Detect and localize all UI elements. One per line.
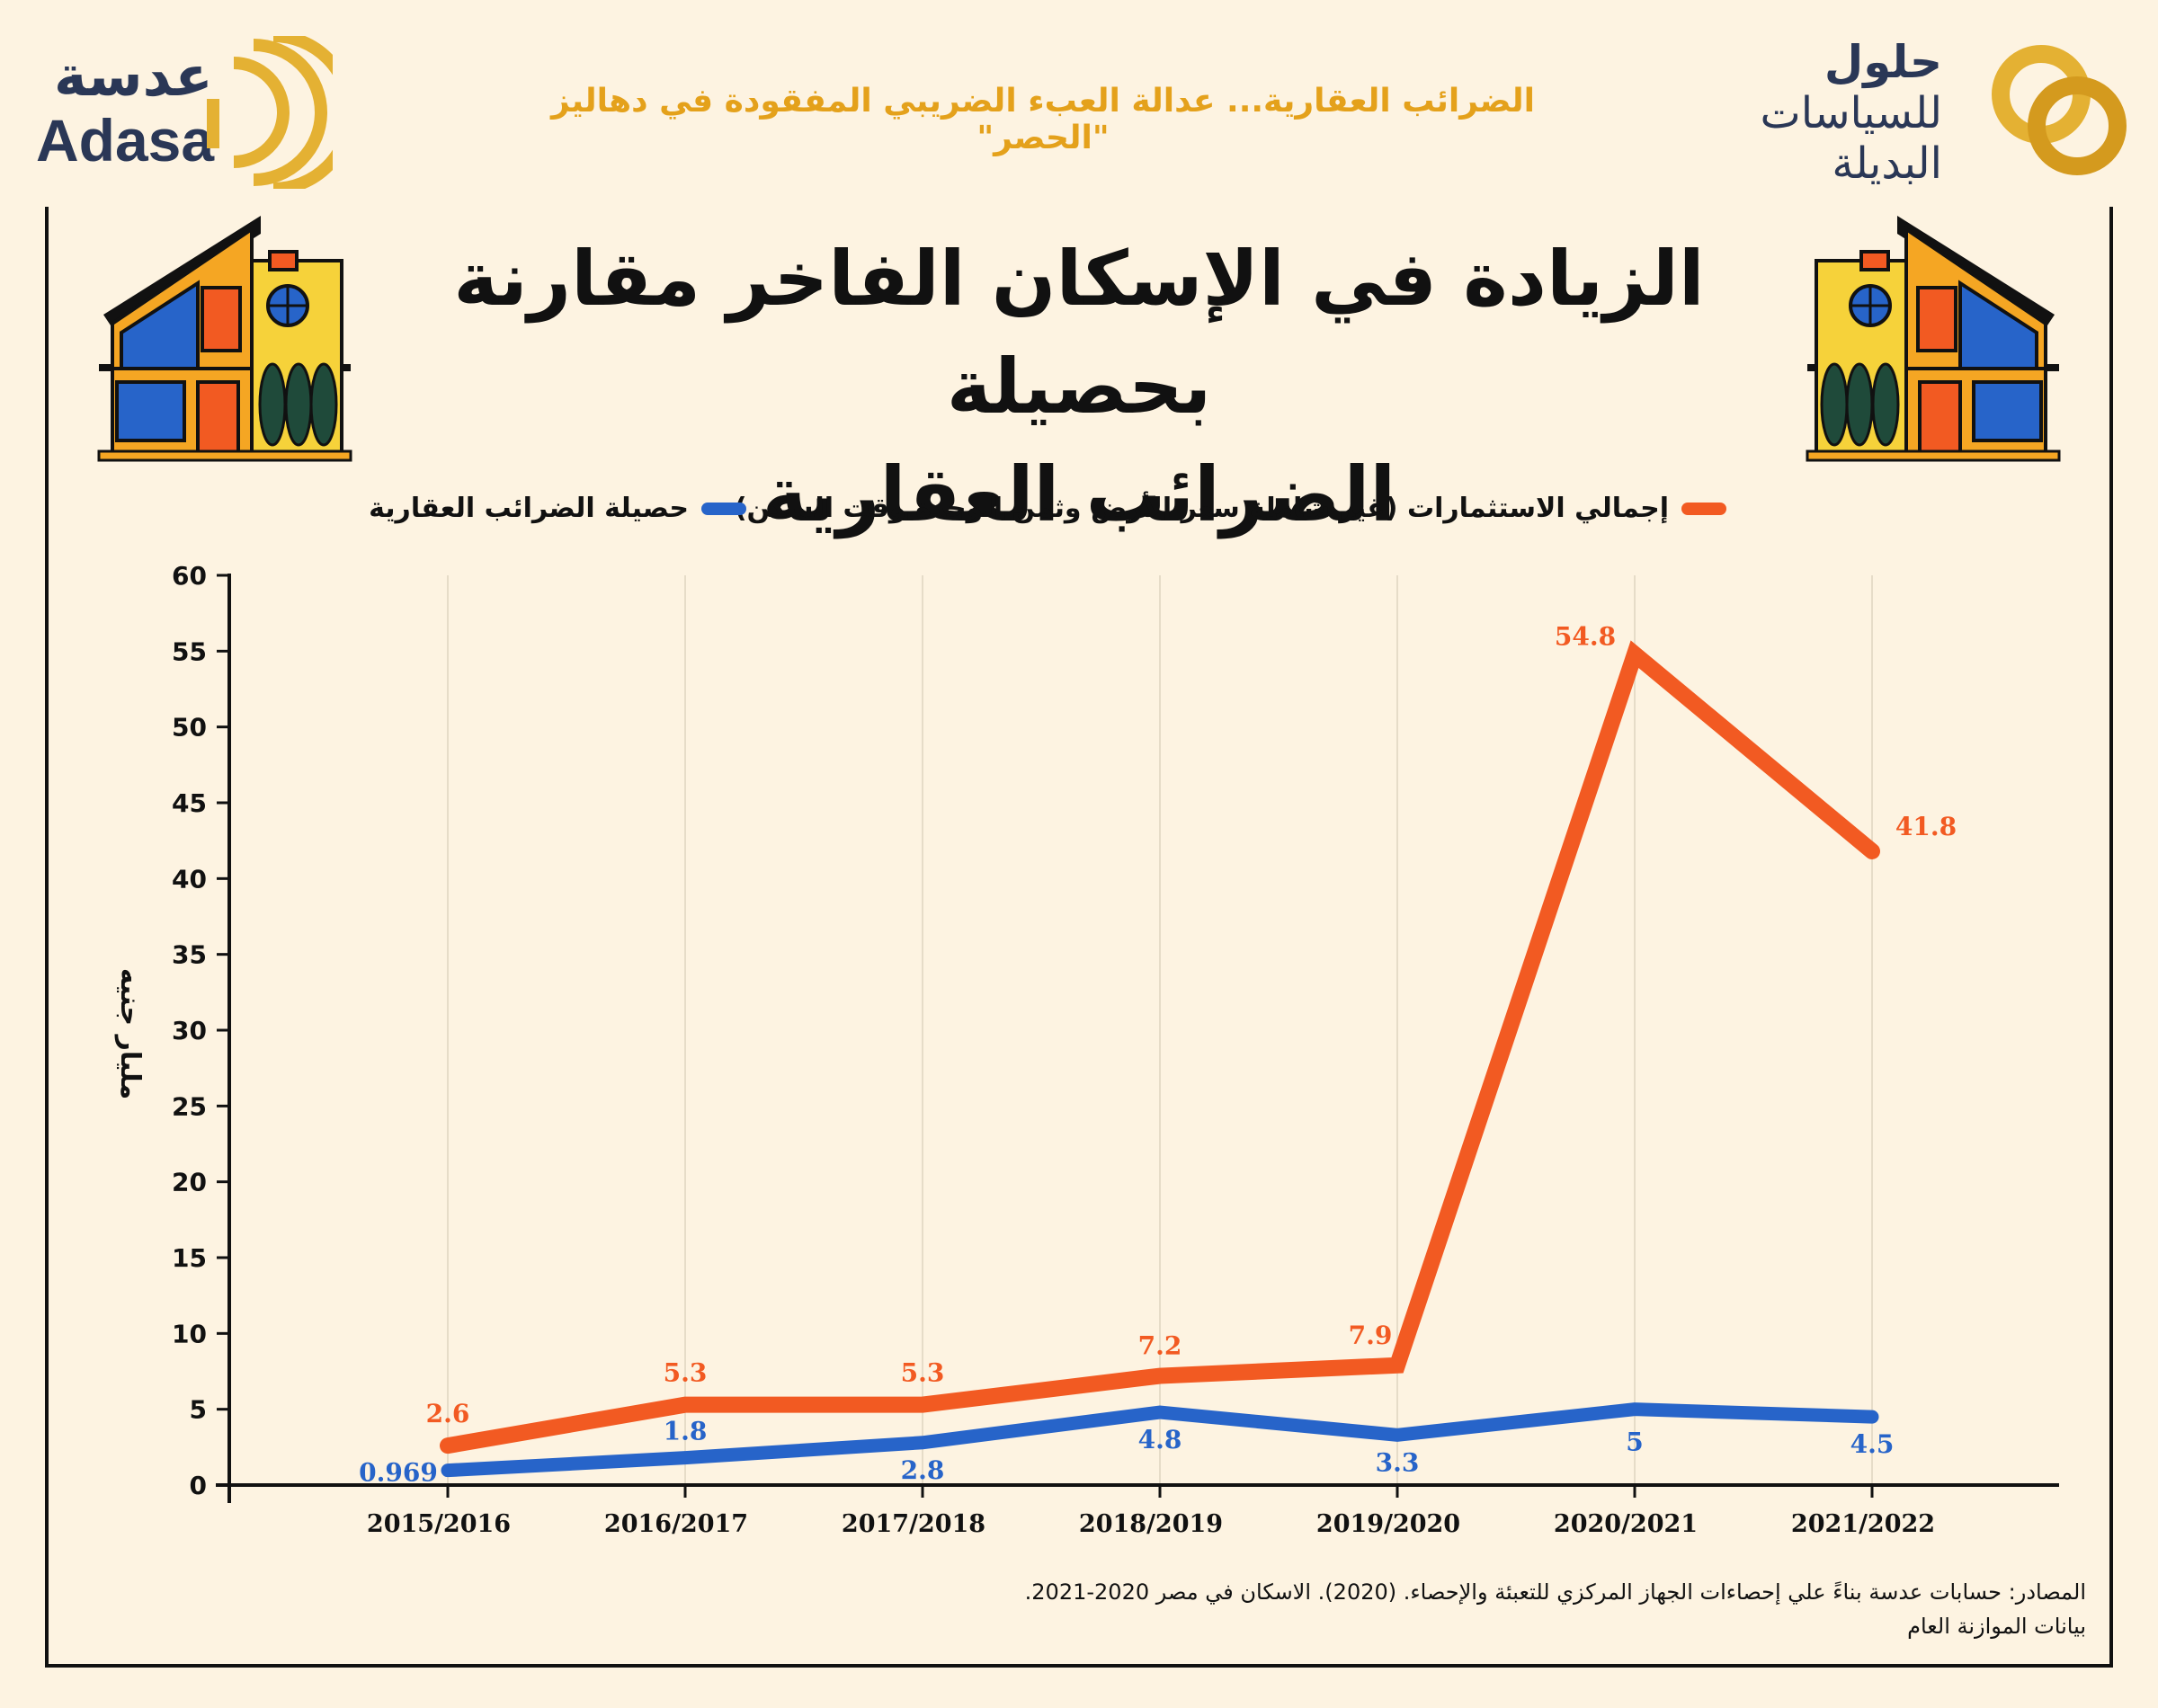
y-tick-label: 10 [172,1319,207,1348]
y-tick-label: 30 [172,1016,207,1045]
chart-title-line2: الضرائب العقارية [762,450,1396,538]
adasa-logo: عدسة Adasa [27,36,333,189]
investments-data-label: 2.6 [426,1399,470,1428]
taxes-data-label: 5 [1626,1428,1643,1457]
investments-data-label: 7.2 [1138,1331,1182,1361]
hulul-logo-line3: البديلة [1832,138,1942,189]
y-tick-label: 60 [172,561,207,591]
legend-swatch-investments [1681,502,1726,515]
legend-label-investments: إجمالي الاستثمارات (غير شاملة سعر الأرض … [734,493,1669,524]
taxes-data-label: 3.3 [1376,1447,1420,1477]
source-line2: بيانات الموازنة العام [1907,1614,2086,1639]
investments-data-label: 41.8 [1895,812,1957,841]
y-axis-ticks: 0 5 10 15 20 25 30 35 40 45 50 55 60 [172,561,229,1500]
investments-data-label: 54.8 [1555,622,1616,652]
y-tick-label: 5 [190,1395,207,1425]
interlocking-rings-icon [1992,45,2127,175]
adasa-logo-english: Adasa [36,107,215,173]
y-tick-label: 0 [190,1471,207,1500]
y-tick-label: 15 [172,1243,207,1273]
y-tick-label: 50 [172,713,207,743]
hulul-logo-line2: للسياسات [1760,88,1942,138]
chart-grid [447,575,1873,1485]
source-note: المصادر: حسابات عدسة بناءً علي إحصاءات ا… [827,1575,2086,1643]
y-tick-label: 45 [172,788,207,818]
y-tick-label: 35 [172,940,207,970]
hulul-logo: حلول للسياسات البديلة [1744,27,2140,198]
y-tick-label: 20 [172,1168,207,1197]
taxes-data-label: 1.8 [664,1417,708,1446]
line-chart: 0 5 10 15 20 25 30 35 40 45 50 55 60 2015/2016 2016/2… [114,561,2059,1538]
header-subtitle: الضرائب العقارية... عدالة العبء الضريبي … [551,83,1535,156]
taxes-data-label: 2.8 [901,1455,945,1485]
legend-swatch-taxes [701,502,746,515]
chart-title: الزيادة في الإسكان الفاخر مقارنة بحصيلة … [360,225,1798,548]
chart-axes [216,574,2059,1503]
chart-series [440,640,1880,1478]
taxes-series-line [441,1402,1879,1478]
adasa-logo-arabic: عدسة [54,43,213,109]
x-tick-label: 2021/2022 [1791,1510,1935,1538]
legend-item-taxes: حصيلة الضرائب العقارية [369,493,746,524]
house-illustration-right [1806,216,2061,462]
content-frame [45,207,2113,1668]
source-line1: المصادر: حسابات عدسة بناءً علي إحصاءات ا… [1024,1579,2086,1605]
x-axis-ticks: 2015/2016 2016/2017 2017/2018 2018/2019 2019… [367,1485,1935,1538]
chart-title-line1: الزيادة في الإسكان الفاخر مقارنة بحصيلة [453,235,1705,431]
house-illustration-left [97,216,352,462]
taxes-data-label: 0.969 [359,1458,438,1488]
x-tick-label: 2017/2018 [842,1510,985,1538]
y-tick-label: 55 [172,636,207,666]
y-axis-label: مليار جنيه [114,968,146,1099]
x-tick-label: 2019/2020 [1316,1510,1460,1538]
x-tick-label: 2016/2017 [604,1510,748,1538]
adasa-lens-icon [207,36,333,189]
investments-data-label: 7.9 [1349,1321,1393,1350]
taxes-data-label: 4.8 [1138,1425,1182,1454]
chart-legend: إجمالي الاستثمارات (غير شاملة سعر الأرض … [0,493,2158,538]
investments-data-label: 5.3 [901,1358,945,1388]
y-tick-label: 40 [172,864,207,894]
taxes-data-label: 4.5 [1850,1429,1895,1459]
hulul-logo-line1: حلول [1824,36,1942,88]
legend-item-investments: إجمالي الاستثمارات (غير شاملة سعر الأرض … [735,493,1726,524]
x-tick-label: 2020/2021 [1554,1510,1698,1538]
x-tick-label: 2015/2016 [367,1510,511,1538]
data-labels: 2.6 5.3 5.3 7.2 7.9 54.8 41.8 0.969 1.8 2.8 4.8 3.3… [359,622,1957,1488]
x-tick-label: 2018/2019 [1079,1510,1223,1538]
investments-series-line [440,640,1880,1454]
legend-label-taxes: حصيلة الضرائب العقارية [369,493,689,524]
investments-data-label: 5.3 [664,1358,708,1388]
y-tick-label: 25 [172,1091,207,1121]
